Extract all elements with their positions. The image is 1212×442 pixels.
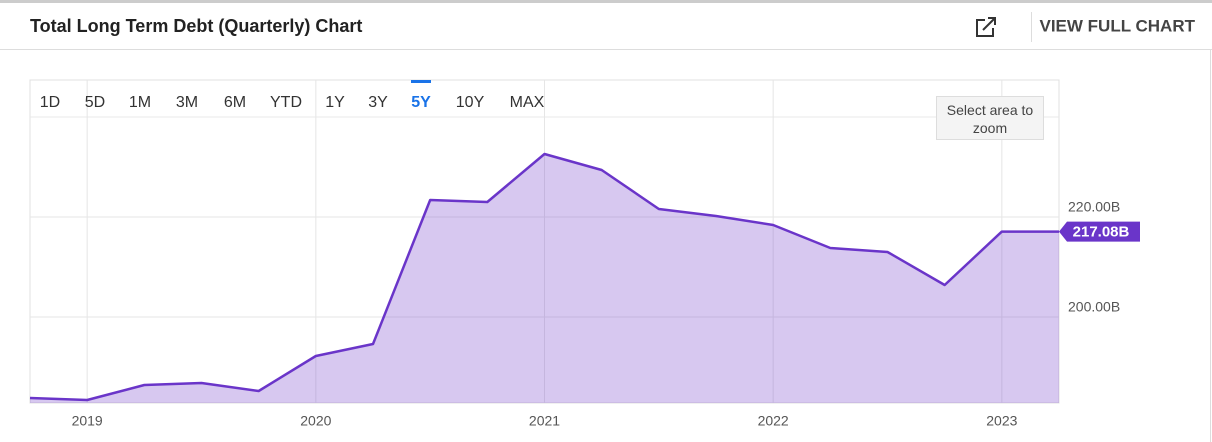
- zoom-hint: Select area to zoom: [936, 96, 1044, 140]
- view-full-chart[interactable]: VIEW FULL CHART: [1039, 16, 1195, 35]
- range-button[interactable]: 3Y: [368, 94, 388, 111]
- range-button[interactable]: 1Y: [325, 94, 345, 111]
- y-tick-label: 220.00B: [1068, 199, 1120, 215]
- x-tick-label: 2022: [758, 413, 789, 429]
- area-fill: [30, 154, 1059, 403]
- range-button[interactable]: 1M: [129, 94, 151, 111]
- top-border: [0, 0, 1212, 3]
- range-button[interactable]: 1D: [40, 94, 60, 111]
- x-tick-label: 2019: [72, 413, 103, 429]
- range-button[interactable]: 6M: [224, 94, 246, 111]
- current-value-flag: [1059, 221, 1140, 242]
- external-icon[interactable]: [976, 17, 996, 37]
- range-selected-indicator: [411, 80, 431, 83]
- x-tick-label: 2023: [986, 413, 1017, 429]
- series-line: [29, 152, 1059, 402]
- x-tick-label: 2020: [300, 413, 331, 429]
- current-value-label: 217.08B: [1073, 224, 1130, 241]
- range-button[interactable]: 10Y: [456, 94, 485, 111]
- range-button[interactable]: YTD: [270, 94, 302, 111]
- range-button[interactable]: MAX: [510, 94, 545, 111]
- range-button[interactable]: 3M: [176, 94, 198, 111]
- y-tick-label: 200.00B: [1068, 299, 1120, 315]
- x-tick-label: 2021: [529, 413, 560, 429]
- range-button[interactable]: 5D: [85, 94, 105, 111]
- range-button[interactable]: 5Y: [411, 94, 431, 111]
- title: Total Long Term Debt (Quarterly) Chart: [30, 16, 362, 36]
